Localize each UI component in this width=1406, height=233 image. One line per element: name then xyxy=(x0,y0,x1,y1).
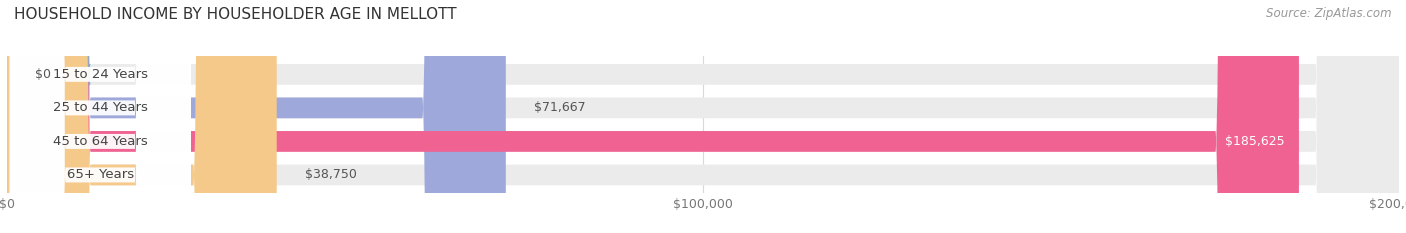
Text: $185,625: $185,625 xyxy=(1226,135,1285,148)
FancyBboxPatch shape xyxy=(10,0,191,233)
FancyBboxPatch shape xyxy=(7,0,1399,233)
FancyBboxPatch shape xyxy=(7,0,1399,233)
Text: $0: $0 xyxy=(35,68,51,81)
FancyBboxPatch shape xyxy=(7,0,1399,233)
FancyBboxPatch shape xyxy=(10,0,191,233)
FancyBboxPatch shape xyxy=(10,0,191,233)
Text: 45 to 64 Years: 45 to 64 Years xyxy=(53,135,148,148)
FancyBboxPatch shape xyxy=(7,0,506,233)
FancyBboxPatch shape xyxy=(7,0,277,233)
Text: 15 to 24 Years: 15 to 24 Years xyxy=(53,68,148,81)
FancyBboxPatch shape xyxy=(7,0,1299,233)
FancyBboxPatch shape xyxy=(10,0,191,233)
Text: HOUSEHOLD INCOME BY HOUSEHOLDER AGE IN MELLOTT: HOUSEHOLD INCOME BY HOUSEHOLDER AGE IN M… xyxy=(14,7,457,22)
Text: 25 to 44 Years: 25 to 44 Years xyxy=(53,101,148,114)
FancyBboxPatch shape xyxy=(7,0,1399,233)
Text: $71,667: $71,667 xyxy=(534,101,585,114)
Text: 65+ Years: 65+ Years xyxy=(66,168,134,182)
FancyBboxPatch shape xyxy=(0,0,90,233)
Text: Source: ZipAtlas.com: Source: ZipAtlas.com xyxy=(1267,7,1392,20)
Text: $38,750: $38,750 xyxy=(305,168,357,182)
